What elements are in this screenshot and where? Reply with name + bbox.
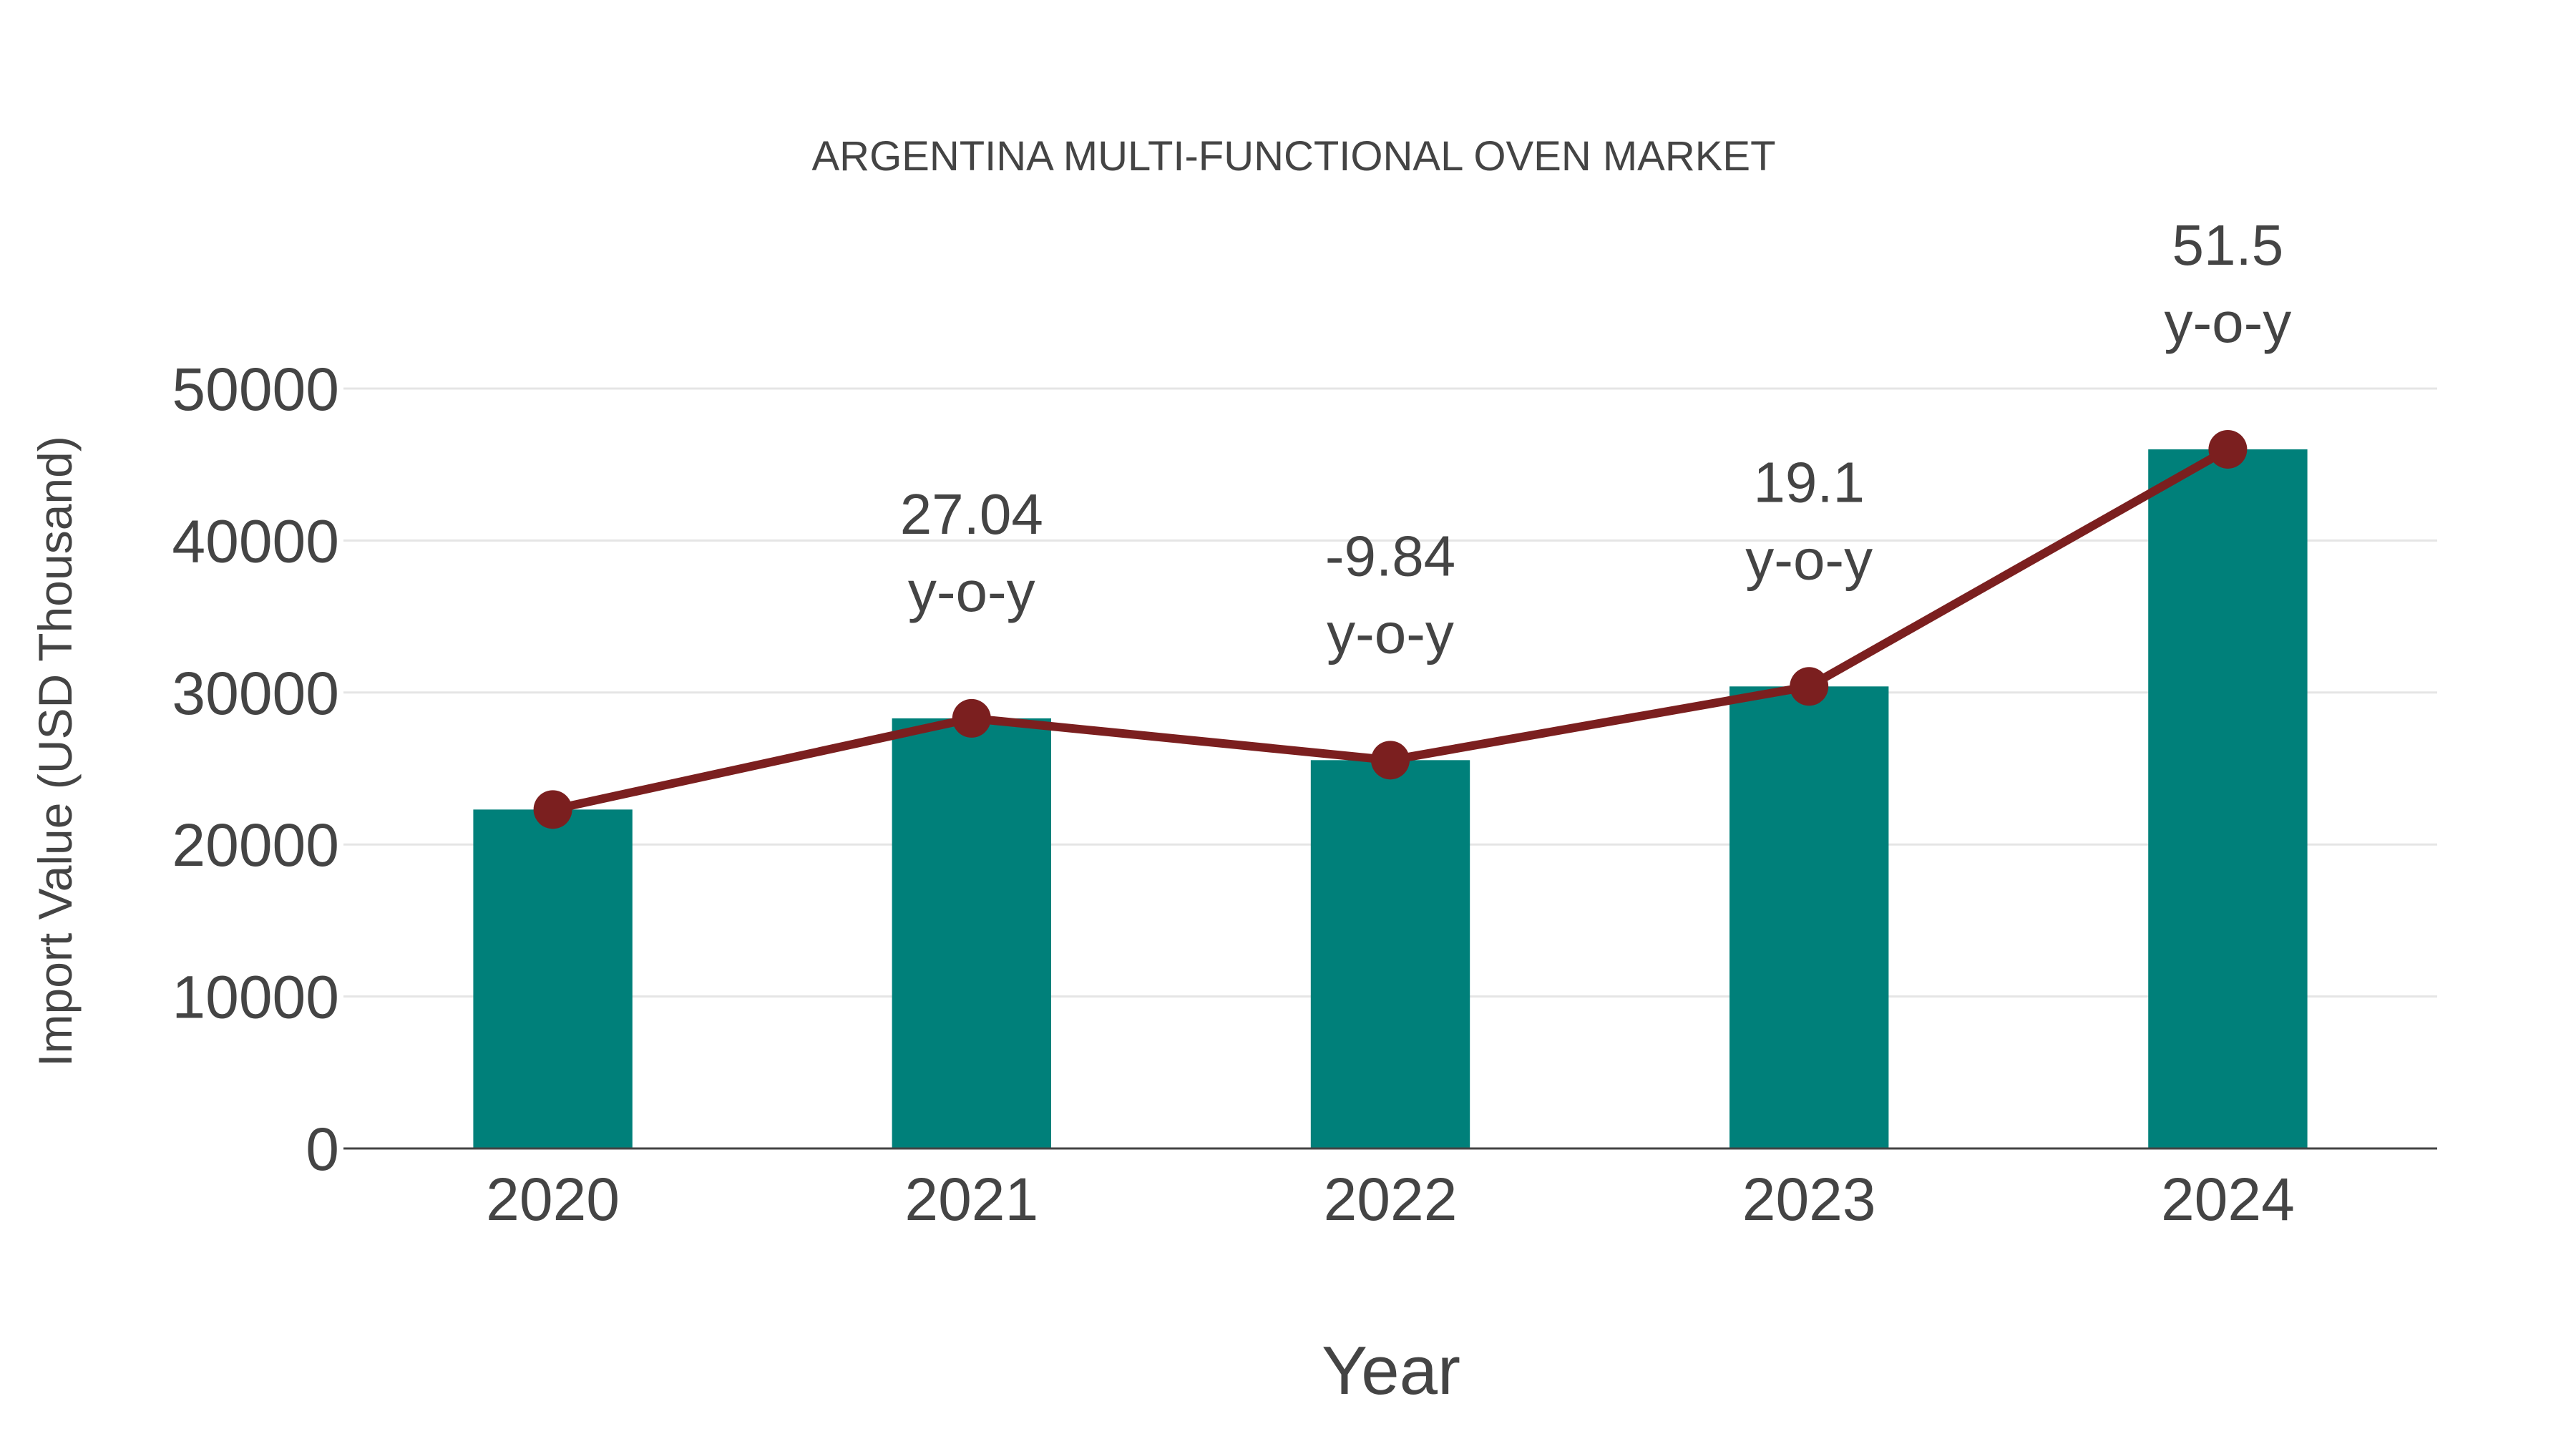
- bar-2021: [892, 718, 1051, 1148]
- trend-marker: [1790, 667, 1829, 706]
- bar-2020: [473, 809, 633, 1148]
- y-tick-label: 30000: [172, 660, 339, 727]
- yoy-value-label: 27.04: [900, 482, 1043, 546]
- x-tick-label: 2021: [904, 1166, 1038, 1233]
- x-tick-label: 2023: [1742, 1166, 1876, 1233]
- trend-line-series: [533, 429, 2248, 829]
- x-axis-ticks: 2020 2021 2022 2023 2024: [486, 1166, 2295, 1233]
- yoy-value-label: -9.84: [1325, 524, 1455, 587]
- x-tick-label: 2020: [486, 1166, 620, 1233]
- trend-marker: [1371, 741, 1410, 780]
- yoy-value-label: 51.5: [2172, 213, 2284, 277]
- y-tick-label: 10000: [172, 964, 339, 1031]
- y-tick-label: 50000: [172, 356, 339, 423]
- bar-series: [473, 449, 2308, 1148]
- bar-2023: [1729, 686, 1889, 1148]
- yoy-suffix-label: y-o-y: [2165, 291, 2292, 354]
- x-tick-label: 2022: [1324, 1166, 1458, 1233]
- y-tick-label: 40000: [172, 507, 339, 575]
- yoy-annotations: 27.04 y-o-y -9.84 y-o-y 19.1 y-o-y 51.5 y-o-y: [900, 213, 2292, 665]
- yoy-suffix-label: y-o-y: [1327, 601, 1454, 665]
- y-tick-label: 20000: [172, 811, 339, 879]
- yoy-value-label: 19.1: [1753, 450, 1865, 514]
- chart-title: ARGENTINA MULTI-FUNCTIONAL OVEN MARKET: [812, 133, 1776, 180]
- y-axis-title: Import Value (USD Thousand): [29, 436, 82, 1067]
- trend-marker: [533, 790, 572, 829]
- y-tick-label: 0: [306, 1116, 339, 1183]
- trend-marker: [952, 698, 991, 738]
- gridlines: [343, 387, 2437, 998]
- bar-2024: [2148, 449, 2308, 1148]
- x-axis-title: Year: [1322, 1332, 1460, 1409]
- yoy-suffix-label: y-o-y: [908, 560, 1035, 623]
- x-tick-label: 2024: [2161, 1166, 2295, 1233]
- yoy-suffix-label: y-o-y: [1745, 527, 1873, 591]
- y-axis-ticks: 0 10000 20000 30000 40000 50000: [172, 356, 339, 1183]
- bar-2022: [1310, 760, 1470, 1148]
- trend-marker: [2208, 429, 2248, 469]
